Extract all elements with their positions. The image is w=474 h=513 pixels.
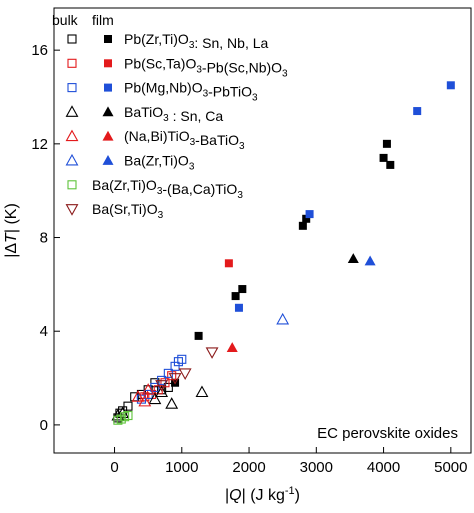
data-points: [111, 81, 455, 425]
data-point-film: [234, 303, 243, 312]
data-point-bulk: [170, 361, 180, 371]
x-tick-label: 2000: [232, 459, 265, 476]
legend-row: BaTiO3 : Sn, Ca: [65, 104, 223, 124]
legend-row: Pb(Zr,Ti)O3: Sn, Nb, La: [67, 31, 269, 51]
legend-marker-film: [102, 106, 114, 117]
data-point-bulk: [160, 378, 170, 388]
data-point-film: [379, 153, 388, 162]
y-tick-label: 0: [40, 417, 48, 434]
data-point-film: [231, 292, 240, 301]
legend-label: Ba(Zr,Ti)O3: [124, 153, 195, 173]
legend-marker-bulk: [65, 204, 79, 216]
data-point-film: [382, 139, 391, 148]
legend-marker-bulk: [67, 180, 77, 190]
data-point-bulk: [141, 383, 155, 395]
y-tick-label: 16: [31, 42, 48, 59]
data-point-bulk: [120, 412, 130, 422]
legend-row: Pb(Sc,Ta)O3-Pb(Sc,Nb)O3: [67, 55, 288, 79]
data-point-bulk: [177, 354, 187, 364]
legend-row: Ba(Sr,Ti)O3: [65, 201, 164, 221]
series-7: [155, 347, 219, 392]
y-axis-title-text: |ΔT| (K): [3, 203, 20, 258]
legend-row: Ba(Zr,Ti)O3-(Ba,Ca)TiO3: [67, 177, 243, 201]
data-point-bulk: [167, 371, 177, 381]
data-point-bulk: [131, 390, 145, 402]
legend-marker-bulk: [65, 105, 79, 117]
x-tick-label: 1000: [165, 459, 198, 476]
x-axis-title-text: |Q| (J kg-1): [225, 485, 300, 504]
legend-marker-bulk: [65, 153, 79, 166]
data-point-bulk: [155, 380, 169, 392]
legend-marker-film: [104, 59, 112, 68]
data-point-film: [446, 81, 455, 90]
series-2: [136, 81, 455, 404]
x-tick-label: 3000: [300, 459, 333, 476]
legend-label: Ba(Sr,Ti)O3: [92, 201, 164, 221]
data-point-bulk: [155, 385, 169, 398]
x-axis-title: |Q| (J kg-1): [225, 485, 300, 504]
data-point-bulk: [173, 357, 183, 367]
data-point-film: [386, 160, 395, 169]
legend-header-bulk: bulk: [52, 12, 79, 28]
series-6: [113, 410, 133, 425]
chart-annotation: EC perovskite oxides: [317, 425, 458, 442]
legend-label: Pb(Zr,Ti)O3: Sn, Nb, La: [124, 31, 269, 51]
data-point-bulk: [123, 401, 133, 411]
legend: bulk film Pb(Zr,Ti)O3: Sn, Nb, La Pb(Sc,Ta)…: [52, 12, 288, 221]
legend-label: (Na,Bi)TiO3-BaTiO3: [124, 128, 245, 152]
data-point-film: [413, 107, 422, 116]
series-4: [131, 342, 238, 407]
data-point-bulk: [195, 385, 209, 398]
data-point-film: [302, 214, 311, 223]
legend-row: Pb(Mg,Nb)O3-PbTiO3: [67, 80, 258, 104]
legend-marker-bulk: [67, 58, 77, 68]
data-point-film: [238, 285, 247, 294]
legend-label: Pb(Mg,Nb)O3-PbTiO3: [124, 80, 258, 104]
plot-frame: [53, 7, 472, 454]
data-point-bulk: [123, 410, 133, 421]
data-point-bulk: [148, 392, 162, 405]
x-tick-label: 5000: [434, 459, 467, 476]
data-point-bulk: [205, 347, 219, 359]
data-point-bulk: [150, 378, 160, 388]
data-point-film: [224, 259, 233, 268]
y-tick-label: 12: [31, 136, 48, 153]
y-axis-title: |ΔT| (K): [3, 203, 20, 258]
legend-marker-film: [104, 35, 112, 43]
legend-label: BaTiO3 : Sn, Ca: [124, 104, 223, 124]
series-5: [276, 255, 376, 325]
legend-marker-bulk: [65, 129, 79, 142]
data-point-film: [194, 331, 203, 340]
legend-marker-film: [102, 155, 114, 165]
data-point-bulk: [138, 394, 152, 407]
legend-marker-bulk: [67, 83, 77, 93]
legend-header-film: film: [92, 12, 114, 28]
legend-row: (Na,Bi)TiO3-BaTiO3: [65, 128, 245, 152]
legend-marker-film: [102, 130, 114, 141]
data-point-film: [305, 210, 314, 219]
data-point-bulk: [165, 397, 179, 409]
data-point-bulk: [163, 382, 173, 392]
legend-label: Pb(Sc,Ta)O3-Pb(Sc,Nb)O3: [124, 55, 288, 79]
series-3: [111, 253, 359, 421]
legend-row: Ba(Zr,Ti)O3: [65, 153, 195, 173]
data-point-film: [226, 342, 238, 353]
axes: 0 1000 2000 3000 4000 5000 0 4 8 12 16: [31, 7, 472, 476]
x-tick-label: 4000: [367, 459, 400, 476]
legend-marker-bulk: [67, 34, 77, 44]
x-tick-label: 0: [110, 459, 118, 476]
series-1: [140, 259, 233, 402]
legend-label: Ba(Zr,Ti)O3-(Ba,Ca)TiO3: [92, 177, 243, 201]
legend-marker-film: [104, 83, 112, 92]
data-point-bulk: [276, 312, 290, 325]
y-tick-label: 8: [40, 230, 48, 247]
data-point-film: [364, 255, 376, 266]
y-tick-label: 4: [40, 323, 48, 340]
data-point-bulk: [178, 368, 192, 381]
data-point-bulk: [168, 373, 182, 385]
data-point-bulk: [150, 382, 160, 392]
data-point-film: [298, 221, 307, 230]
data-point-film: [347, 253, 359, 264]
